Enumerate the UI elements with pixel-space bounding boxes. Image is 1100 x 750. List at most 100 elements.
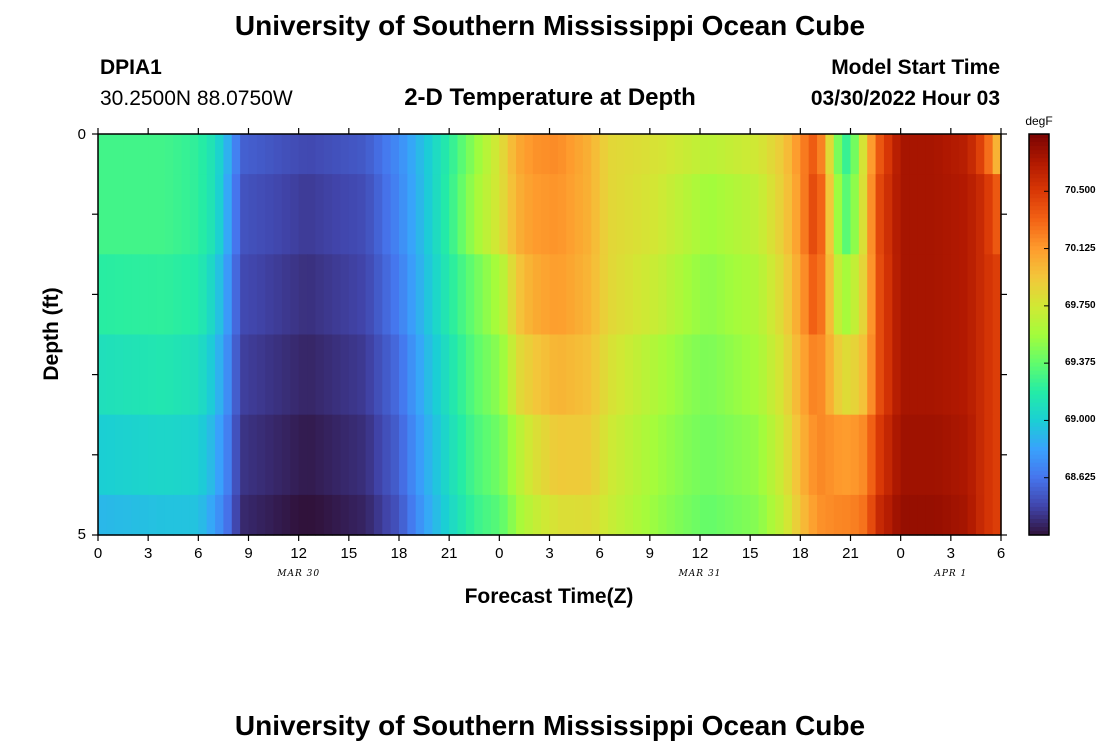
- heatmap-cell: [925, 494, 935, 536]
- heatmap-cell: [290, 494, 300, 536]
- heatmap-cell: [725, 174, 735, 255]
- heatmap-cell: [206, 494, 216, 536]
- heatmap-cell: [808, 174, 818, 255]
- heatmap-cell: [248, 494, 258, 536]
- heatmap-cell: [541, 174, 551, 255]
- heatmap-cell: [959, 134, 969, 175]
- heatmap-cell: [390, 414, 400, 496]
- heatmap-cell: [131, 174, 141, 255]
- heatmap-cell: [298, 254, 308, 336]
- colorbar-step: [1029, 222, 1049, 227]
- x-tick-label: 3: [545, 545, 554, 562]
- heatmap-cell: [942, 134, 952, 175]
- heatmap-cell: [524, 494, 534, 536]
- heatmap-cell: [189, 134, 199, 175]
- heatmap-cell: [524, 254, 534, 336]
- heatmap-cell: [424, 254, 434, 336]
- heatmap-cell: [825, 254, 835, 336]
- heatmap-cell: [750, 254, 760, 336]
- heatmap-cell: [499, 494, 509, 536]
- heatmap-cell: [415, 334, 425, 416]
- heatmap-cell: [817, 174, 827, 255]
- heatmap-cell: [850, 494, 860, 536]
- heatmap-cell: [215, 134, 225, 175]
- heatmap-cell: [658, 254, 668, 336]
- colorbar-step: [1029, 362, 1049, 368]
- heatmap-cell: [532, 334, 542, 416]
- heatmap-cell: [766, 494, 776, 536]
- heatmap-cell: [733, 494, 743, 536]
- heatmap-cell: [766, 334, 776, 416]
- heatmap-cell: [440, 414, 450, 496]
- colorbar-step: [1029, 218, 1049, 223]
- heatmap-cell: [641, 254, 651, 336]
- footer-title: University of Southern Mississippi Ocean…: [234, 710, 866, 741]
- colorbar-step: [1029, 530, 1049, 536]
- heatmap-cell: [950, 134, 960, 175]
- heatmap-cell: [189, 414, 199, 496]
- heatmap-cell: [850, 254, 860, 336]
- heatmap-cell: [733, 134, 743, 175]
- heatmap-cell: [98, 494, 107, 536]
- heatmap-cell: [256, 414, 266, 496]
- x-axis-title: Forecast Time(Z): [464, 585, 634, 608]
- heatmap-cell: [231, 134, 241, 175]
- heatmap-cell: [925, 254, 935, 336]
- heatmap-cell: [532, 494, 542, 536]
- heatmap-cell: [457, 334, 467, 416]
- heatmap-cell: [959, 494, 969, 536]
- heatmap-cell: [959, 334, 969, 416]
- x-tick-label: 3: [143, 545, 153, 562]
- y-axis-title: Depth (ft): [40, 287, 63, 381]
- colorbar-step: [1029, 294, 1049, 300]
- heatmap-cell: [365, 134, 375, 175]
- heatmap-cell: [900, 334, 910, 416]
- heatmap-cell: [139, 414, 149, 496]
- heatmap-cell: [666, 254, 676, 336]
- heatmap-cell: [549, 134, 559, 175]
- heatmap-cell: [332, 174, 342, 255]
- heatmap-cell: [373, 414, 383, 496]
- colorbar-step: [1029, 230, 1049, 235]
- heatmap-cell: [624, 414, 634, 496]
- heatmap-cell: [825, 134, 835, 175]
- heatmap-cell: [883, 134, 893, 175]
- heatmap-cell: [875, 334, 885, 416]
- heatmap-cell: [959, 174, 969, 255]
- heatmap-cell: [700, 494, 709, 536]
- heatmap-cell: [148, 494, 158, 536]
- heatmap-cell: [825, 494, 835, 536]
- heatmap-cell: [591, 414, 601, 496]
- heatmap-cell: [440, 334, 450, 416]
- heatmap-cell: [766, 134, 776, 175]
- heatmap-cell: [298, 414, 308, 496]
- heatmap-cell: [357, 494, 367, 536]
- heatmap-cell: [917, 134, 927, 175]
- heatmap-cell: [599, 134, 609, 175]
- colorbar-step: [1029, 154, 1049, 159]
- heatmap-cell: [315, 494, 325, 536]
- colorbar-step: [1029, 266, 1049, 271]
- heatmap-cell: [231, 334, 241, 416]
- heatmap-cell: [390, 134, 400, 175]
- heatmap-cell: [98, 174, 107, 255]
- colorbar-tick-label: 69.000: [1065, 414, 1096, 426]
- heatmap-cell: [114, 494, 124, 536]
- heatmap-cell: [750, 174, 760, 255]
- heatmap-cell: [909, 254, 918, 336]
- heatmap-cell: [231, 494, 241, 536]
- x-tick-label: 12: [290, 545, 307, 562]
- heatmap-cell: [281, 134, 291, 175]
- heatmap-cell: [666, 334, 676, 416]
- colorbar-step: [1029, 142, 1049, 147]
- colorbar-step: [1029, 318, 1049, 324]
- heatmap-cell: [649, 134, 659, 175]
- x-tick-label: 9: [244, 545, 253, 562]
- heatmap-cell: [248, 174, 258, 255]
- heatmap-cell: [181, 254, 191, 336]
- heatmap-cell: [683, 494, 693, 536]
- heatmap-cell: [725, 494, 735, 536]
- colorbar-step: [1029, 438, 1049, 444]
- heatmap-cell: [189, 334, 199, 416]
